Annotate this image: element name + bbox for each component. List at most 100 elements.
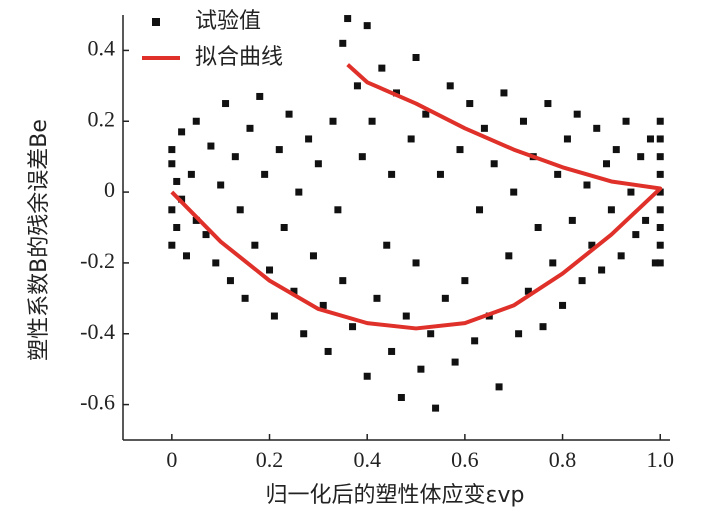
data-point <box>622 117 630 125</box>
data-point <box>471 337 479 345</box>
data-point <box>432 404 440 412</box>
data-point <box>295 188 303 196</box>
x-tick-label: 0.2 <box>256 447 284 472</box>
data-point <box>441 294 449 302</box>
legend-label: 试验值 <box>195 9 261 34</box>
legend-label: 拟合曲线 <box>195 45 283 70</box>
data-point <box>534 224 542 231</box>
data-point <box>627 188 635 196</box>
data-point <box>476 206 484 214</box>
data-point <box>358 153 366 161</box>
legend-marker <box>152 18 160 26</box>
x-axis-label: 归一化后的塑性体应变εvp <box>266 483 525 508</box>
fit-line <box>170 63 663 331</box>
data-point <box>290 287 298 295</box>
data-point <box>656 188 664 196</box>
data-point <box>334 206 342 214</box>
data-point <box>402 312 410 320</box>
data-point <box>632 231 640 239</box>
data-point <box>222 100 230 108</box>
data-point <box>515 330 523 338</box>
data-point <box>275 146 283 154</box>
data-point <box>368 117 376 125</box>
data-point <box>192 216 200 224</box>
x-tick-label: 0.6 <box>451 447 479 472</box>
data-point <box>187 170 195 178</box>
x-tick-label: 0.4 <box>353 447 381 472</box>
x-tick-label: 1.0 <box>646 447 674 472</box>
data-point <box>656 135 664 143</box>
data-point <box>344 15 352 23</box>
data-point <box>446 82 454 90</box>
data-point <box>656 117 664 125</box>
data-point <box>168 241 176 249</box>
data-point <box>363 372 371 380</box>
y-tick-label: -0.6 <box>80 390 115 415</box>
data-point <box>173 224 181 231</box>
data-point <box>270 312 278 320</box>
data-point <box>651 259 659 267</box>
data-point <box>412 54 420 61</box>
x-tick-label: 0.8 <box>549 447 577 472</box>
data-point <box>339 39 347 47</box>
data-point <box>656 170 664 178</box>
data-point <box>598 266 606 274</box>
data-point <box>588 241 596 249</box>
data-point <box>309 252 317 260</box>
y-tick-label: 0 <box>104 177 115 202</box>
data-point <box>349 323 357 331</box>
data-point <box>617 252 625 260</box>
y-tick-label: 0.2 <box>88 106 116 131</box>
data-point <box>207 142 215 150</box>
data-point <box>656 153 664 161</box>
data-point <box>524 287 532 295</box>
data-point <box>236 206 244 214</box>
data-point <box>314 160 322 168</box>
data-point <box>173 177 181 185</box>
data-point <box>388 347 396 355</box>
data-point <box>192 117 200 125</box>
data-point <box>436 170 444 178</box>
data-point <box>246 124 254 132</box>
data-point <box>559 301 567 309</box>
data-point <box>417 365 425 373</box>
data-point <box>329 117 337 125</box>
data-point <box>168 146 176 154</box>
data-point <box>261 170 269 178</box>
data-point <box>231 153 239 161</box>
data-point <box>280 224 288 231</box>
y-tick-label: 0.4 <box>88 35 116 60</box>
data-point <box>363 22 371 30</box>
data-point <box>495 383 503 391</box>
data-point <box>339 277 347 285</box>
data-point <box>500 89 508 97</box>
data-point <box>563 135 571 143</box>
data-point <box>544 100 552 108</box>
data-point <box>539 323 547 331</box>
data-point <box>656 259 664 267</box>
data-point <box>549 259 557 267</box>
data-point <box>505 252 513 260</box>
data-point <box>656 206 664 214</box>
data-point <box>407 135 415 143</box>
data-point <box>642 216 650 224</box>
data-point <box>510 188 518 196</box>
data-point <box>461 277 469 285</box>
data-point <box>212 259 220 267</box>
data-point <box>573 110 581 118</box>
data-point <box>554 170 562 178</box>
data-point <box>168 160 176 168</box>
data-point <box>480 124 488 132</box>
data-point <box>490 160 498 168</box>
data-point <box>422 110 430 118</box>
data-point <box>656 224 664 231</box>
y-axis-label: 塑性系数B的残余误差Be <box>27 119 52 361</box>
data-point <box>305 135 313 143</box>
data-point <box>226 277 234 285</box>
data-point <box>383 241 391 249</box>
data-point <box>646 135 654 143</box>
data-point <box>637 153 645 161</box>
data-point <box>324 347 332 355</box>
data-point <box>300 330 308 338</box>
